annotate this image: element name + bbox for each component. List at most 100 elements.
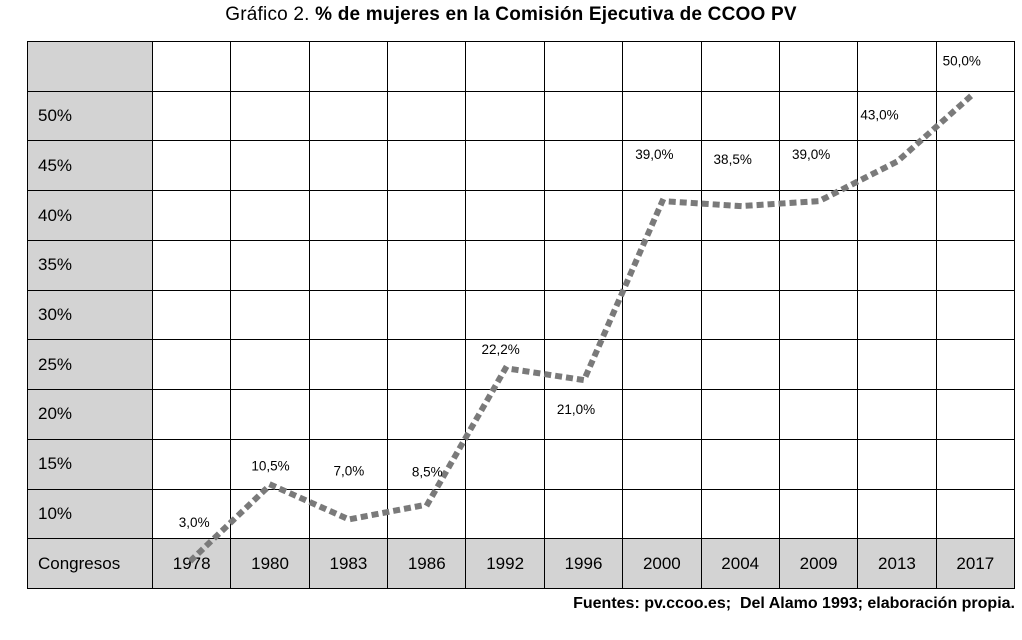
- grid-cell: [388, 439, 467, 490]
- x-axis-label: 2017: [936, 539, 1015, 589]
- x-axis-title: Congresos: [28, 539, 153, 589]
- grid-cell: [936, 439, 1015, 490]
- grid-cell: [936, 489, 1015, 540]
- grid-cell: [309, 91, 389, 142]
- grid-cell: [623, 439, 702, 490]
- chart-title-prefix: Gráfico 2.: [225, 4, 316, 25]
- grid-cell: [544, 439, 624, 490]
- grid-cell: [231, 489, 310, 540]
- grid-cell: [858, 439, 937, 490]
- grid-cell: [544, 240, 624, 291]
- grid-cell: [701, 340, 780, 391]
- grid-cell: [701, 390, 780, 440]
- grid-cell: [388, 340, 467, 391]
- grid-cell: [153, 91, 232, 142]
- grid-cell: [701, 240, 780, 291]
- grid-cell: [858, 290, 937, 341]
- grid-cell: [701, 141, 780, 192]
- grid-cell: [388, 240, 467, 291]
- grid-cell: [858, 240, 937, 291]
- x-axis-label: 2009: [779, 539, 859, 589]
- grid-cell: [153, 191, 232, 241]
- grid-cell: [623, 390, 702, 440]
- grid-cell: [309, 42, 389, 92]
- grid-cell: [779, 439, 859, 490]
- grid-cell: [936, 42, 1015, 92]
- x-axis-label: 1996: [544, 539, 624, 589]
- grid-cell: [936, 290, 1015, 341]
- grid-cell: [231, 141, 310, 192]
- grid-cell: [388, 141, 467, 192]
- grid-cell: [779, 191, 859, 241]
- grid-cell: [153, 390, 232, 440]
- grid-cell: [779, 489, 859, 540]
- grid-cell: [623, 340, 702, 391]
- chart-title: Gráfico 2. % de mujeres en la Comisión E…: [0, 4, 1022, 26]
- grid-cell: [623, 42, 702, 92]
- grid-cell: [466, 191, 545, 241]
- grid-cell: [231, 42, 310, 92]
- grid-cell: [466, 91, 545, 142]
- grid-cell: [231, 439, 310, 490]
- grid-cell: [388, 489, 467, 540]
- grid-cell: [544, 340, 624, 391]
- grid-cell: [936, 340, 1015, 391]
- grid-cell: [623, 141, 702, 192]
- grid-cell: [936, 141, 1015, 192]
- grid-cell: [544, 390, 624, 440]
- grid-cell: [779, 141, 859, 192]
- grid-cell: [466, 489, 545, 540]
- grid-cell: [858, 340, 937, 391]
- x-axis-label: 2004: [701, 539, 780, 589]
- grid-cell: [701, 290, 780, 341]
- grid-cell: [153, 42, 232, 92]
- y-axis-label: 50%: [28, 91, 153, 142]
- grid-cell: [466, 42, 545, 92]
- grid-cell: [936, 390, 1015, 440]
- grid-cell: [701, 91, 780, 142]
- grid-cell: [779, 390, 859, 440]
- grid-cell: [153, 240, 232, 291]
- grid-cell: [858, 390, 937, 440]
- grid-cell: [231, 91, 310, 142]
- x-axis-label: 1986: [388, 539, 467, 589]
- x-axis-label: 1978: [153, 539, 232, 589]
- grid-cell: [231, 191, 310, 241]
- grid-cell: [309, 390, 389, 440]
- grid-cell: [466, 290, 545, 341]
- grid-cell: [309, 240, 389, 291]
- grid-cell: [466, 141, 545, 192]
- chart-area: 50% 45% 40% 35% 30% 25% 20% 15% 10% Congresos 1978…: [27, 41, 1015, 589]
- grid-cell: [309, 340, 389, 391]
- x-axis-label: 2013: [858, 539, 937, 589]
- grid-cell: [388, 390, 467, 440]
- grid-cell: [858, 91, 937, 142]
- grid-cell: [779, 91, 859, 142]
- grid-cell: [388, 290, 467, 341]
- grid-cell: [388, 91, 467, 142]
- grid-cell: [466, 390, 545, 440]
- grid-cell: [153, 290, 232, 341]
- grid-cell: [153, 439, 232, 490]
- x-axis-label: 1992: [466, 539, 545, 589]
- grid-cell: [466, 340, 545, 391]
- grid-cell: [623, 489, 702, 540]
- grid-cell: [936, 191, 1015, 241]
- grid-cell: [544, 290, 624, 341]
- grid-cell: [153, 141, 232, 192]
- grid-cell: [153, 340, 232, 391]
- y-axis-label: 40%: [28, 191, 153, 241]
- grid-cell: [701, 42, 780, 92]
- grid-cell: [544, 191, 624, 241]
- grid-cell: [936, 240, 1015, 291]
- grid-cell: [858, 42, 937, 92]
- grid-cell: [231, 390, 310, 440]
- grid-cell: [231, 340, 310, 391]
- grid-cell: [779, 240, 859, 291]
- grid-cell: [309, 141, 389, 192]
- grid-cell: [153, 489, 232, 540]
- grid-cell: [779, 340, 859, 391]
- grid-cell: [466, 439, 545, 490]
- grid-cell: [544, 489, 624, 540]
